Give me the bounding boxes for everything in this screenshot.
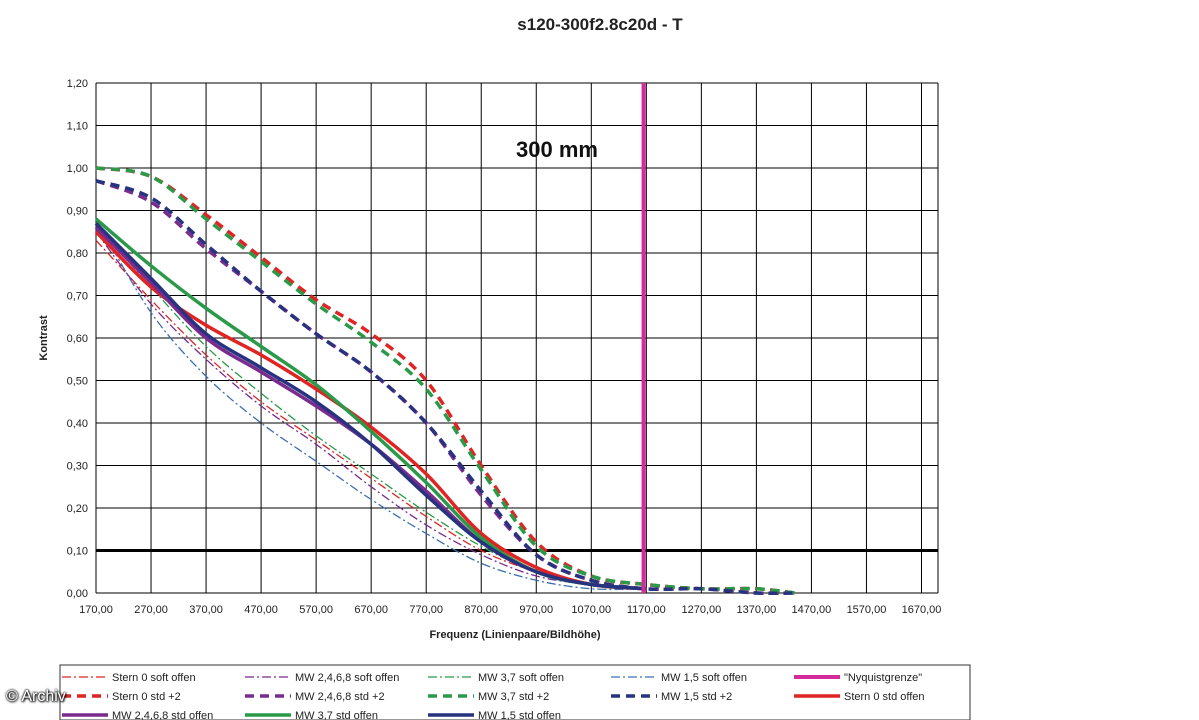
legend-label: "Nyquistgrenze" (844, 672, 922, 684)
legend-label: MW 1,5 std +2 (661, 691, 732, 703)
copyright-watermark: © Archiv (6, 688, 66, 705)
x-tick-label: 1270,00 (681, 604, 721, 616)
x-tick-label: 570,00 (299, 604, 333, 616)
x-tick-label: 1570,00 (847, 604, 887, 616)
series-6-line (95, 179, 795, 596)
legend-label: MW 2,4,6,8 std +2 (295, 691, 385, 703)
y-tick-label: 0,00 (67, 588, 88, 600)
legend-label: MW 1,5 soft offen (661, 672, 747, 684)
chart-annotation: 300 mm (516, 137, 598, 162)
x-tick-label: 470,00 (244, 604, 278, 616)
y-tick-label: 0,50 (67, 376, 88, 388)
x-tick-label: 970,00 (519, 604, 553, 616)
x-tick-label: 670,00 (354, 604, 388, 616)
legend-label: Stern 0 std offen (844, 691, 925, 703)
y-tick-label: 1,20 (67, 78, 88, 90)
legend: Stern 0 soft offen MW 2,4,6,8 soft offen M… (59, 664, 971, 720)
x-axis-label: Frequenz (Linienpaare/Bildhöhe) (429, 629, 600, 641)
y-tick-label: 0,10 (67, 546, 88, 558)
y-tick-label: 0,90 (67, 206, 88, 218)
y-tick-label: 1,10 (67, 121, 88, 133)
legend-label: Stern 0 std +2 (112, 691, 181, 703)
legend-label: MW 3,7 std +2 (478, 691, 549, 703)
legend-box (59, 664, 971, 720)
legend-label: MW 3,7 std offen (295, 710, 378, 720)
x-tick-label: 370,00 (189, 604, 223, 616)
legend-label: MW 3,7 soft offen (478, 672, 564, 684)
axes: 170,00 270,00 370,00 470,00 570,00 670,00 770,… (67, 78, 942, 616)
y-tick-label: 0,70 (67, 291, 88, 303)
legend-label: MW 1,5 std offen (478, 710, 561, 720)
y-tick-label: 0,30 (67, 461, 88, 473)
grid (95, 82, 939, 594)
series-1-line (95, 231, 647, 590)
y-tick-label: 0,40 (67, 418, 88, 430)
x-tick-label: 770,00 (409, 604, 443, 616)
series-lines (94, 83, 938, 596)
y-tick-label: 0,20 (67, 503, 88, 515)
series-12-line (94, 222, 647, 591)
x-tick-label: 170,00 (79, 604, 113, 616)
chart-title: s120-300f2.8c20d - T (517, 15, 683, 34)
legend-label: MW 2,4,6,8 std offen (112, 710, 213, 720)
y-tick-label: 0,60 (67, 333, 88, 345)
x-tick-label: 1470,00 (792, 604, 832, 616)
y-axis-label: Kontrast (38, 315, 50, 361)
y-tick-label: 1,00 (67, 163, 88, 175)
legend-label: Stern 0 soft offen (112, 672, 196, 684)
x-tick-label: 870,00 (464, 604, 498, 616)
y-tick-label: 0,80 (67, 248, 88, 260)
legend-label: MW 2,4,6,8 soft offen (295, 672, 399, 684)
x-tick-label: 1670,00 (902, 604, 942, 616)
x-tick-label: 1070,00 (571, 604, 611, 616)
series-2-line (95, 222, 647, 590)
x-tick-label: 270,00 (134, 604, 168, 616)
series-3-line (95, 218, 647, 591)
x-tick-label: 1370,00 (737, 604, 777, 616)
series-9-line (94, 230, 647, 591)
x-tick-label: 1170,00 (627, 604, 666, 616)
series-8-line (95, 179, 795, 596)
